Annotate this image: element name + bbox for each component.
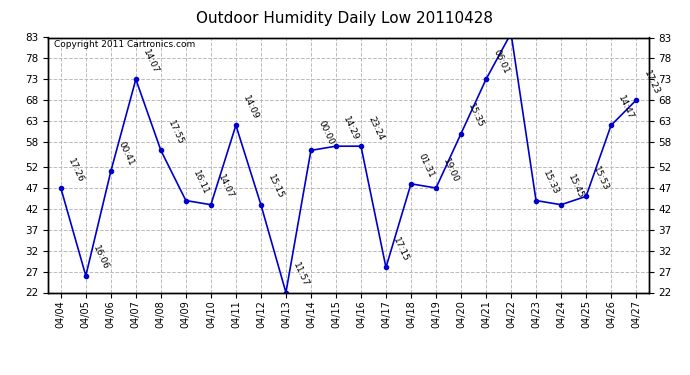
Text: 00:41: 00:41 xyxy=(117,140,135,167)
Text: 15:33: 15:33 xyxy=(542,169,561,196)
Text: 15:45: 15:45 xyxy=(566,173,586,201)
Text: 14:07: 14:07 xyxy=(141,48,161,75)
Text: 11:57: 11:57 xyxy=(291,261,310,288)
Text: 17:15: 17:15 xyxy=(391,236,411,263)
Text: Copyright 2011 Cartronics.com: Copyright 2011 Cartronics.com xyxy=(55,40,195,49)
Text: 15:15: 15:15 xyxy=(266,173,286,201)
Text: 16:11: 16:11 xyxy=(191,169,210,196)
Text: 14:47: 14:47 xyxy=(617,94,635,121)
Text: 15:53: 15:53 xyxy=(591,165,611,192)
Text: 01:31: 01:31 xyxy=(417,152,435,180)
Text: 23:24: 23:24 xyxy=(366,115,386,142)
Text: 14:07: 14:07 xyxy=(217,173,235,201)
Text: 00:00: 00:00 xyxy=(0,374,1,375)
Text: 06:01: 06:01 xyxy=(491,48,511,75)
Text: 14:09: 14:09 xyxy=(241,94,261,121)
Text: 14:29: 14:29 xyxy=(342,115,360,142)
Text: 17:26: 17:26 xyxy=(66,157,86,184)
Text: 00:00: 00:00 xyxy=(317,119,335,146)
Text: 19:00: 19:00 xyxy=(442,157,461,184)
Text: 16:06: 16:06 xyxy=(91,244,110,272)
Text: 17:55: 17:55 xyxy=(166,119,186,146)
Text: 17:23: 17:23 xyxy=(642,69,661,96)
Text: 15:35: 15:35 xyxy=(466,102,486,129)
Text: Outdoor Humidity Daily Low 20110428: Outdoor Humidity Daily Low 20110428 xyxy=(197,11,493,26)
